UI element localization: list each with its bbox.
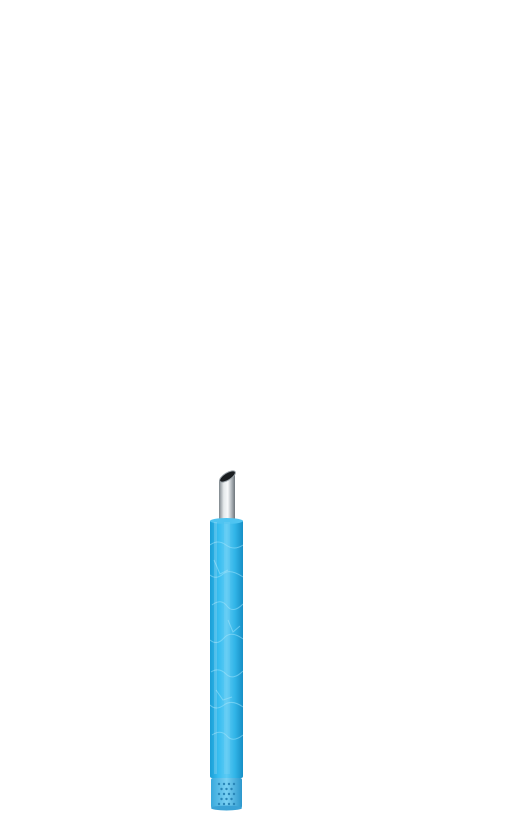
filter-tube-body [210, 518, 243, 778]
water-texture-icon [210, 541, 243, 740]
perforated-cap-icon [211, 778, 242, 811]
steel-straw-tip-icon [219, 470, 236, 528]
